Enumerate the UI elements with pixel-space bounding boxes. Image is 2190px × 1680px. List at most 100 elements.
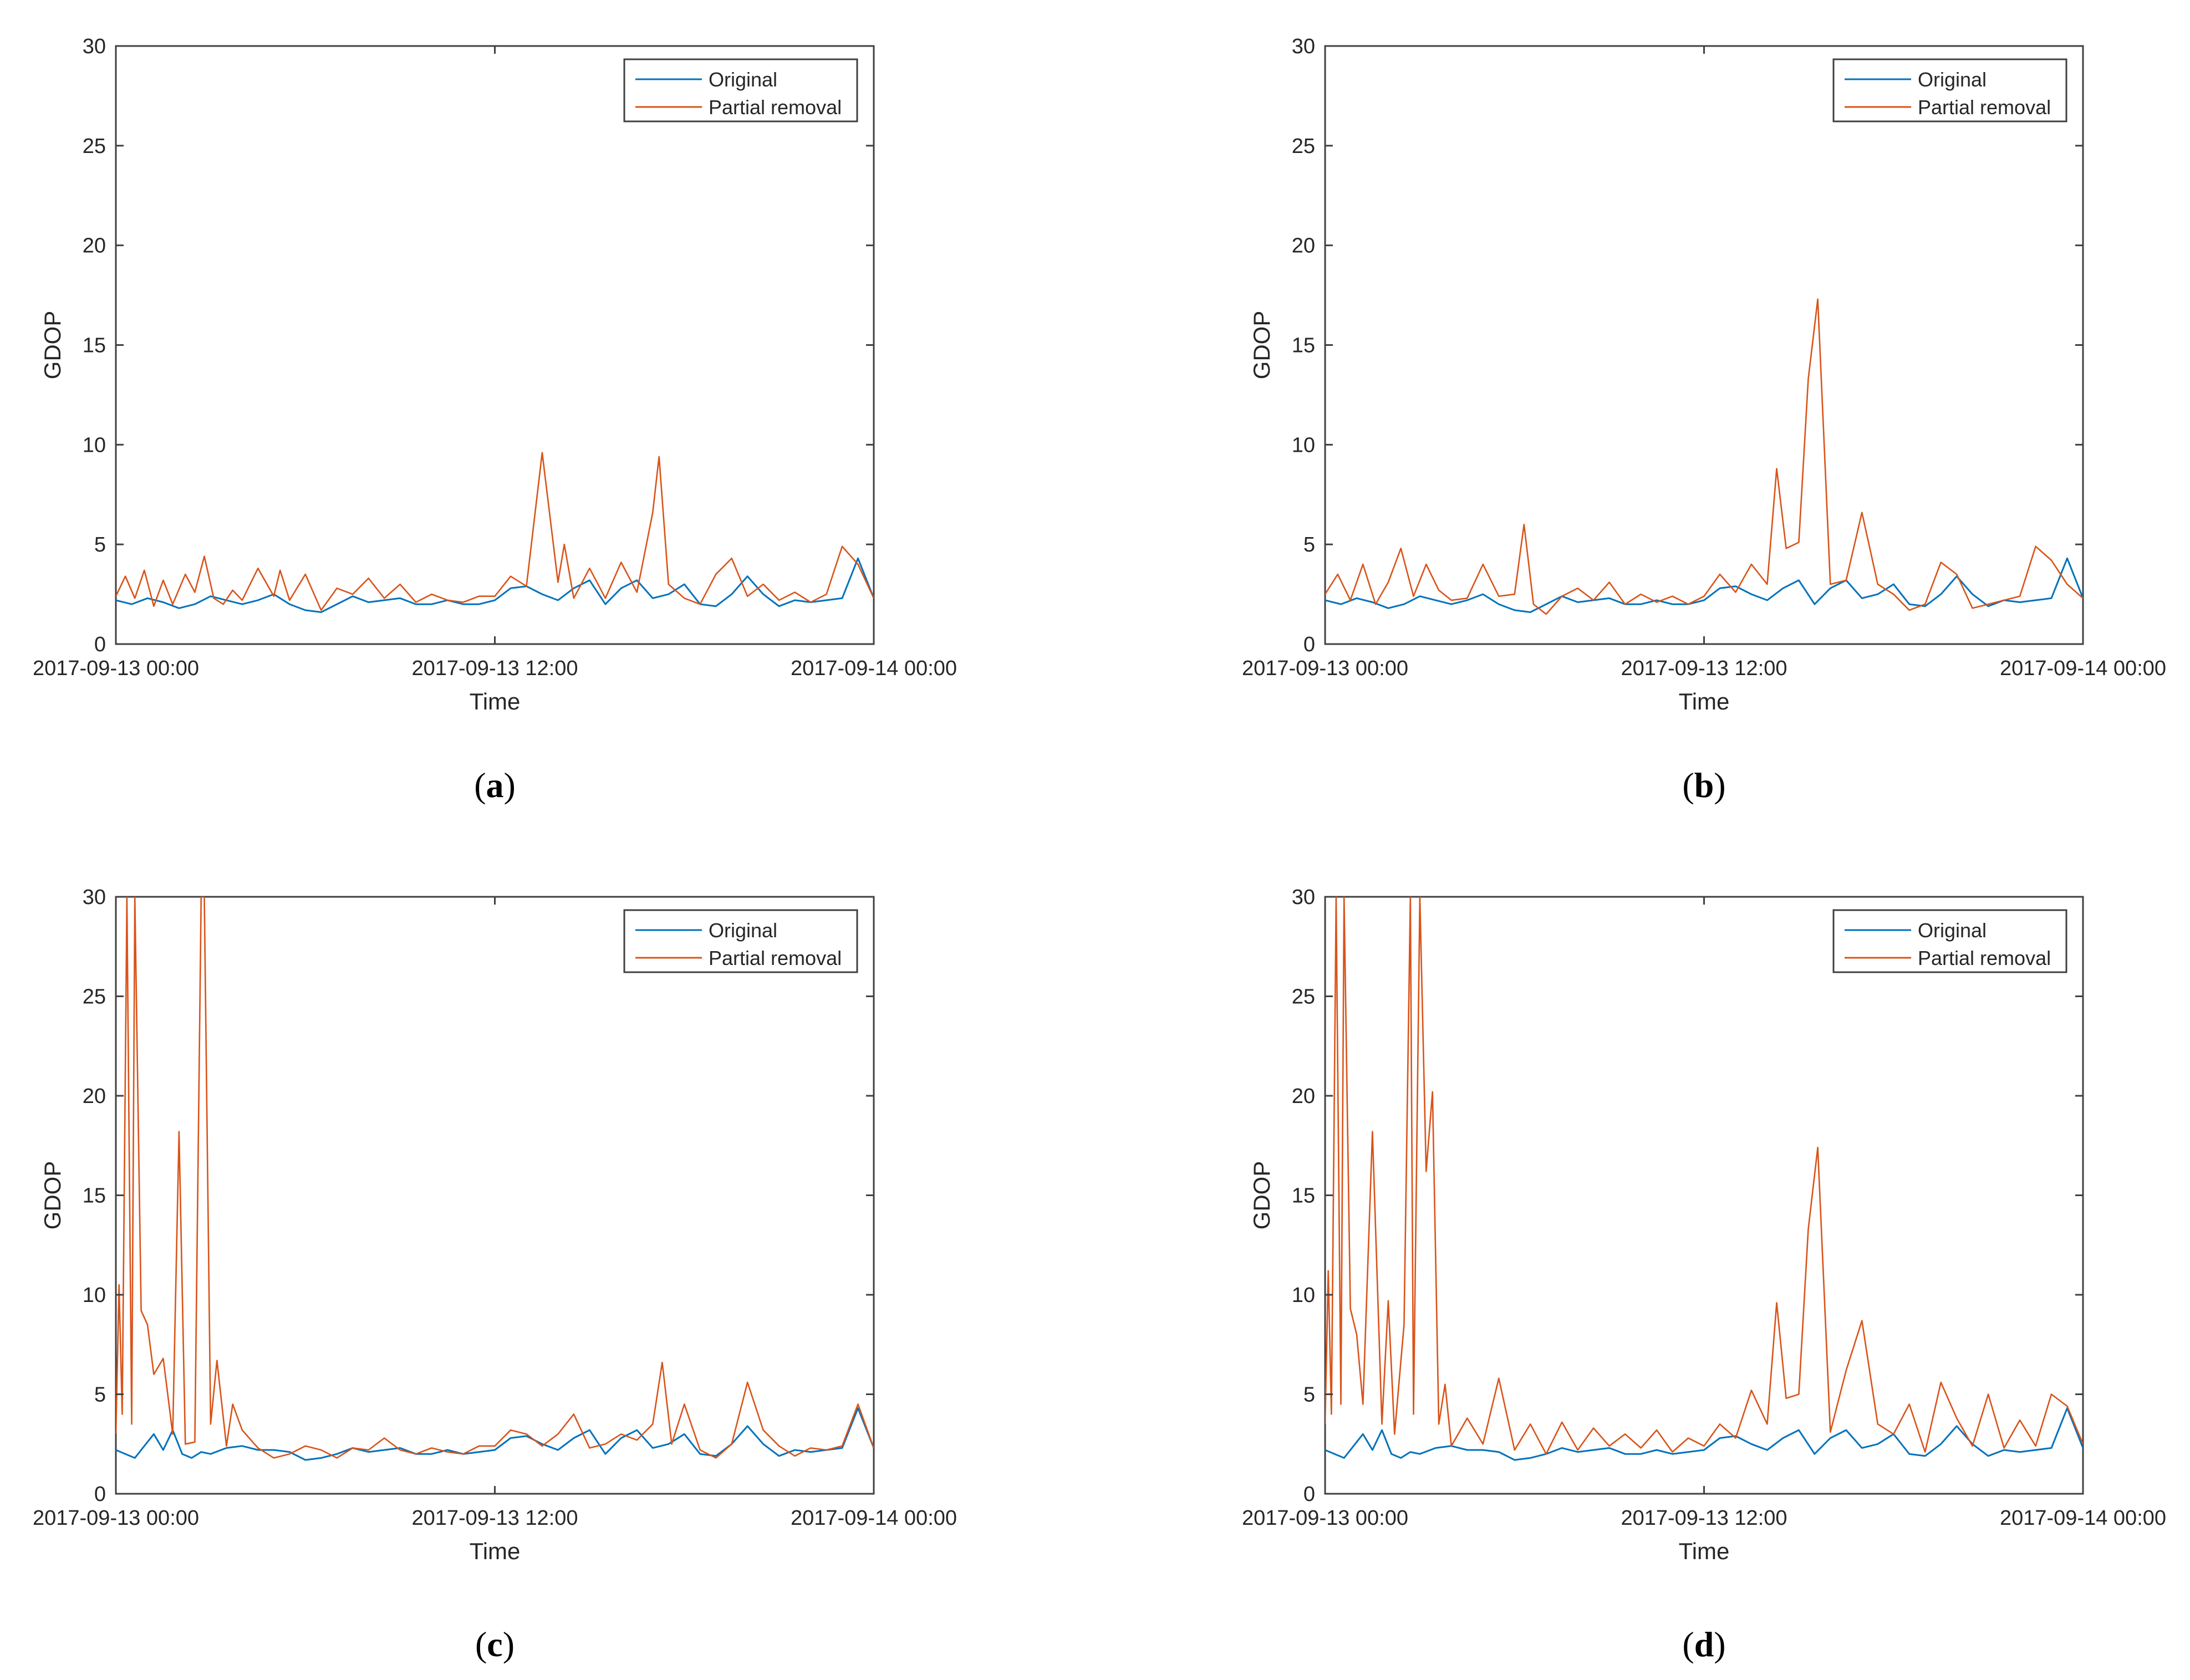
y-tick-label: 15 bbox=[1292, 334, 1315, 358]
x-axis-label: Time bbox=[1679, 688, 1730, 714]
y-tick-label: 30 bbox=[83, 35, 106, 58]
x-tick-label: 2017-09-13 12:00 bbox=[411, 657, 578, 680]
chart-panel-c: 0 5 10 15 20 25 30 2017-09-13 00:00 2017-09-13 1… bbox=[33, 886, 957, 1664]
plot-area bbox=[115, 45, 875, 645]
legend-box bbox=[623, 58, 858, 122]
panel-caption: (b) bbox=[1682, 765, 1725, 805]
caption-close: ) bbox=[1714, 765, 1725, 805]
series-line-partial-removal bbox=[1325, 897, 2083, 1455]
series-group bbox=[116, 452, 874, 613]
y-axis-label: GDOP bbox=[1249, 311, 1275, 380]
x-tick-label: 2017-09-14 00:00 bbox=[2000, 657, 2166, 680]
legend-label: Partial removal bbox=[709, 947, 842, 969]
caption-letter: a bbox=[486, 765, 504, 805]
caption-close: ) bbox=[1714, 1625, 1725, 1664]
y-tick-label: 30 bbox=[83, 886, 106, 909]
y-tick-label: 15 bbox=[83, 1184, 106, 1208]
y-tick-label: 20 bbox=[1292, 234, 1315, 258]
y-tick-label: 30 bbox=[1292, 35, 1315, 58]
legend: Original Partial removal bbox=[623, 58, 858, 122]
y-tick-label: 0 bbox=[94, 633, 106, 656]
legend-label: Partial removal bbox=[709, 96, 842, 119]
series-line-partial-removal bbox=[116, 897, 874, 1459]
y-tick-label: 0 bbox=[1303, 1483, 1315, 1506]
legend-label: Partial removal bbox=[1918, 96, 2051, 119]
x-tick-label: 2017-09-13 00:00 bbox=[33, 657, 199, 680]
x-axis-label: Time bbox=[470, 688, 521, 714]
y-axis-label: GDOP bbox=[1249, 1161, 1275, 1230]
caption-letter: d bbox=[1694, 1625, 1714, 1664]
x-tick-label: 2017-09-13 00:00 bbox=[33, 1507, 199, 1530]
legend-label: Original bbox=[1918, 919, 1987, 942]
y-tick-label: 5 bbox=[94, 533, 106, 556]
legend: Original Partial removal bbox=[1832, 909, 2067, 973]
legend-box bbox=[1832, 909, 2067, 973]
y-tick-label: 0 bbox=[1303, 633, 1315, 656]
x-tick-label: 2017-09-13 12:00 bbox=[1621, 657, 1787, 680]
caption-letter: b bbox=[1694, 765, 1714, 805]
y-tick-label: 25 bbox=[83, 135, 106, 158]
x-tick-label: 2017-09-14 00:00 bbox=[2000, 1507, 2166, 1530]
series-line-original bbox=[116, 557, 874, 613]
x-axis-label: Time bbox=[470, 1538, 521, 1564]
legend-label: Original bbox=[709, 919, 777, 942]
caption-open: ( bbox=[1682, 1625, 1694, 1664]
caption-close: ) bbox=[503, 1625, 515, 1664]
plot-area bbox=[1324, 45, 2084, 645]
x-tick-label: 2017-09-13 12:00 bbox=[1621, 1507, 1787, 1530]
y-tick-label: 15 bbox=[83, 334, 106, 358]
chart-panel-b: 0 5 10 15 20 25 30 2017-09-13 00:00 2017-09-13 1… bbox=[1242, 35, 2166, 805]
legend: Original Partial removal bbox=[623, 909, 858, 973]
x-tick-label: 2017-09-13 12:00 bbox=[411, 1507, 578, 1530]
panel-caption: (a) bbox=[474, 765, 516, 805]
x-tick-label: 2017-09-14 00:00 bbox=[791, 1507, 957, 1530]
x-tick-label: 2017-09-13 00:00 bbox=[1242, 657, 1408, 680]
caption-open: ( bbox=[1682, 765, 1694, 805]
legend-label: Original bbox=[1918, 68, 1987, 91]
legend-label: Partial removal bbox=[1918, 947, 2051, 969]
series-line-partial-removal bbox=[1325, 298, 2083, 615]
y-tick-label: 25 bbox=[1292, 985, 1315, 1009]
x-tick-label: 2017-09-14 00:00 bbox=[791, 657, 957, 680]
x-axis-label: Time bbox=[1679, 1538, 1730, 1564]
y-axis-label: GDOP bbox=[39, 1161, 65, 1230]
caption-open: ( bbox=[475, 1625, 487, 1664]
panel-caption: (c) bbox=[475, 1625, 515, 1664]
y-tick-label: 10 bbox=[1292, 433, 1315, 457]
plot-area bbox=[1324, 896, 2084, 1495]
caption-close: ) bbox=[504, 765, 516, 805]
legend-box bbox=[623, 909, 858, 973]
y-tick-label: 10 bbox=[83, 1284, 106, 1307]
y-tick-label: 5 bbox=[1303, 533, 1315, 556]
caption-open: ( bbox=[474, 765, 486, 805]
y-tick-label: 25 bbox=[83, 985, 106, 1009]
caption-letter: c bbox=[487, 1625, 502, 1664]
series-group bbox=[116, 897, 874, 1461]
y-tick-label: 10 bbox=[1292, 1284, 1315, 1307]
x-tick-label: 2017-09-13 00:00 bbox=[1242, 1507, 1408, 1530]
legend-label: Original bbox=[709, 68, 777, 91]
y-tick-label: 5 bbox=[1303, 1383, 1315, 1407]
legend: Original Partial removal bbox=[1832, 58, 2067, 122]
chart-panel-d: 0 5 10 15 20 25 30 2017-09-13 00:00 2017-09-13 1… bbox=[1242, 886, 2166, 1664]
series-line-partial-removal bbox=[116, 452, 874, 611]
series-line-original bbox=[1325, 557, 2083, 613]
panel-caption: (d) bbox=[1682, 1625, 1725, 1664]
y-tick-label: 20 bbox=[83, 234, 106, 258]
series-line-original bbox=[1325, 1407, 2083, 1461]
series-group bbox=[1325, 298, 2083, 615]
y-tick-label: 15 bbox=[1292, 1184, 1315, 1208]
y-tick-label: 10 bbox=[83, 433, 106, 457]
plot-area bbox=[115, 896, 875, 1495]
y-tick-label: 30 bbox=[1292, 886, 1315, 909]
series-group bbox=[1325, 897, 2083, 1461]
y-axis-label: GDOP bbox=[39, 311, 65, 380]
y-tick-label: 20 bbox=[1292, 1085, 1315, 1108]
chart-panel-a: 0 5 10 15 20 25 30 2017-09-13 00:00 2017-09-13 1… bbox=[33, 35, 957, 805]
y-tick-label: 5 bbox=[94, 1383, 106, 1407]
legend-box bbox=[1832, 58, 2067, 122]
y-tick-label: 20 bbox=[83, 1085, 106, 1108]
y-tick-label: 0 bbox=[94, 1483, 106, 1506]
y-tick-label: 25 bbox=[1292, 135, 1315, 158]
